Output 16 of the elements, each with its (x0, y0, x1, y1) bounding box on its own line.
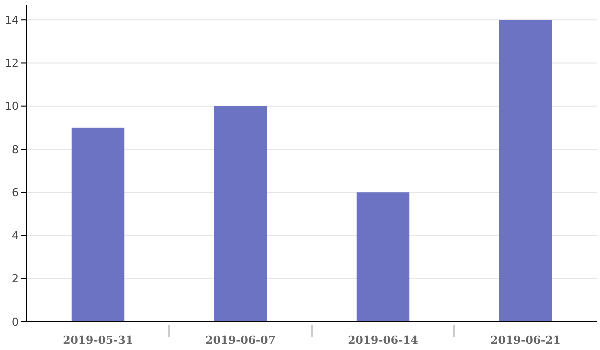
y-tick-label: 12 (5, 57, 19, 70)
x-tick-label: 2019-06-21 (490, 334, 561, 347)
x-tick-label: 2019-06-07 (206, 334, 276, 347)
bar (214, 106, 268, 322)
y-tick-label: 14 (5, 14, 19, 27)
y-tick-label: 4 (12, 230, 19, 243)
x-tick-label: 2019-05-31 (63, 334, 134, 347)
y-tick-label: 6 (12, 186, 19, 200)
y-tick-label: 2 (12, 272, 19, 286)
bar (356, 192, 410, 322)
bar (499, 20, 552, 322)
y-tick-label: 8 (12, 143, 19, 156)
bar (72, 128, 125, 322)
x-tick-label: 2019-06-14 (348, 334, 419, 347)
y-tick-label: 10 (5, 100, 19, 114)
y-tick-label: 0 (12, 316, 19, 329)
